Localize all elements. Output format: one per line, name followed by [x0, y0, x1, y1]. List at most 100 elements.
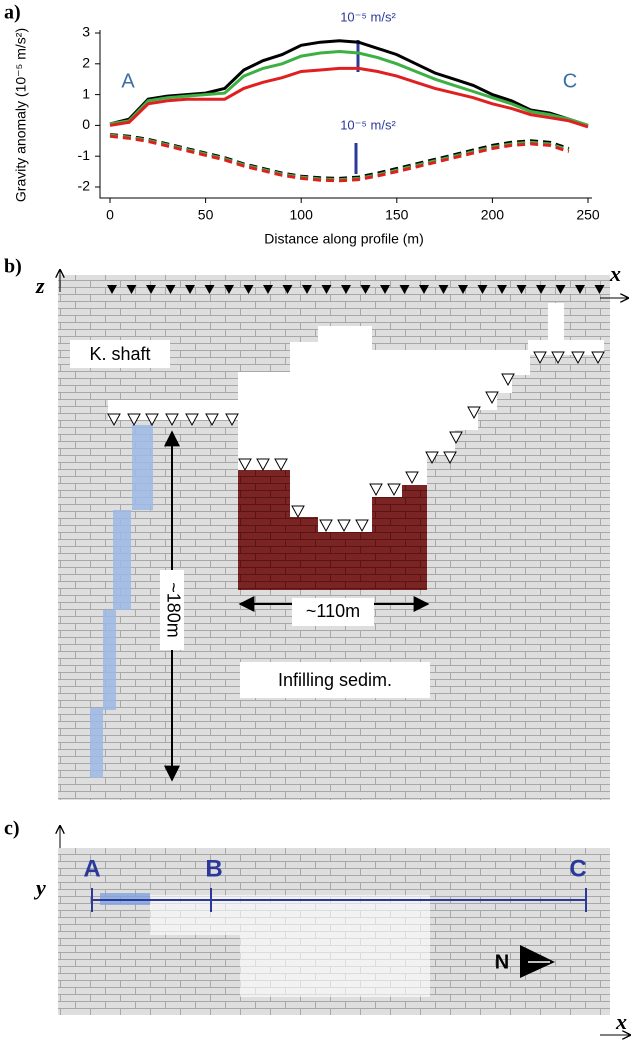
station-marker: [551, 351, 565, 365]
station-marker: [497, 285, 507, 294]
station-marker: [477, 285, 488, 294]
annotation: C: [563, 70, 577, 92]
station-marker: [594, 285, 605, 294]
y-tick-label: 3: [82, 24, 90, 40]
station-marker: [321, 285, 332, 294]
station-marker: [243, 285, 254, 294]
station-marker: [282, 285, 293, 294]
station-marker: [127, 413, 141, 427]
station-marker: [355, 519, 369, 533]
station-marker: [107, 413, 121, 427]
station-marker: [485, 391, 499, 405]
axis-label: x: [615, 1009, 627, 1034]
station-marker: [360, 285, 371, 294]
shaft-trace: [90, 425, 153, 778]
station-marker: [302, 285, 312, 294]
series-line: [109, 133, 570, 180]
depth-label: ~180m: [163, 582, 183, 638]
station-marker: [165, 413, 179, 427]
station-marker: [399, 285, 410, 294]
station-marker: [185, 285, 195, 294]
shaft-label: K. shaft: [89, 344, 150, 364]
annotation: 10⁻⁵ m/s²: [340, 117, 396, 132]
station-marker: [256, 458, 270, 472]
station-marker: [438, 285, 449, 294]
axis-label: z: [35, 273, 45, 298]
station-marker: [337, 519, 351, 533]
x-tick-label: 100: [290, 207, 314, 223]
y-tick-label: -2: [78, 178, 91, 194]
station-marker: [319, 519, 333, 533]
panel-c: c) A B C N y x: [4, 818, 630, 1035]
station-marker: [146, 285, 156, 294]
y-tick-label: 1: [82, 85, 90, 101]
station-marker: [443, 451, 457, 465]
series-line: [109, 49, 589, 127]
label-box: [292, 598, 374, 626]
station-marker: [425, 451, 439, 465]
station-marker: [205, 413, 219, 427]
excavation: [108, 303, 604, 532]
station-marker: [387, 483, 401, 497]
panel-a: a) Gravity anomaly (10⁻⁵ m/s²) Distance …: [4, 2, 600, 247]
station-marker: [341, 285, 351, 294]
y-tick-label: 2: [82, 55, 90, 71]
station-marker: [555, 285, 566, 294]
annotation: A: [121, 70, 135, 92]
station-marker: [533, 351, 547, 365]
station-marker: [449, 431, 463, 445]
station-marker: [575, 285, 585, 294]
station-marker: [501, 373, 515, 387]
x-tick-label: 50: [198, 207, 214, 223]
station-marker: [238, 458, 252, 472]
series-line: [109, 66, 589, 129]
panel-label: b): [4, 256, 22, 278]
station-marker: [224, 285, 234, 294]
width-label: ~110m: [306, 601, 360, 621]
x-tick-label: 250: [576, 207, 600, 223]
station-marker: [185, 413, 199, 427]
station-marker: [458, 285, 468, 294]
station-marker: [536, 285, 546, 294]
x-tick-label: 0: [106, 207, 114, 223]
station-marker: [419, 285, 429, 294]
panel-label: c): [4, 818, 20, 840]
station-marker: [516, 285, 527, 294]
point-label: C: [569, 855, 586, 882]
station-marker: [126, 285, 137, 294]
x-tick-label: 150: [385, 207, 409, 223]
axis-label: x: [609, 261, 621, 286]
infill-block: [238, 470, 427, 590]
axes: [99, 30, 592, 199]
y-axis-label: Gravity anomaly (10⁻⁵ m/s²): [13, 28, 29, 202]
excavation-outline: [150, 895, 430, 935]
station-marker: [467, 406, 481, 420]
point-label: A: [83, 855, 100, 882]
station-marker: [165, 285, 176, 294]
x-axis-label: Distance along profile (m): [264, 231, 424, 247]
station-marker: [263, 285, 273, 294]
station-marker: [571, 351, 585, 365]
label-box: [160, 570, 184, 650]
point-label: B: [205, 855, 222, 882]
station-marker: [274, 458, 288, 472]
stations: [107, 285, 605, 533]
station-marker: [204, 285, 215, 294]
series-line: [109, 133, 570, 182]
infill-label: Infilling sedim.: [278, 670, 392, 690]
y-tick-label: -1: [78, 147, 91, 163]
station-marker: [291, 505, 305, 519]
label-box: [70, 340, 170, 368]
label-box: [240, 662, 430, 698]
axis-label: y: [33, 875, 46, 900]
north-label: N: [495, 951, 509, 973]
station-marker: [145, 413, 159, 427]
station-marker: [405, 471, 419, 485]
station-marker: [380, 285, 390, 294]
station-marker: [369, 483, 383, 497]
series-line: [109, 134, 570, 183]
x-tick-label: 200: [481, 207, 505, 223]
station-marker: [591, 351, 605, 365]
annotation: 10⁻⁵ m/s²: [340, 9, 396, 24]
